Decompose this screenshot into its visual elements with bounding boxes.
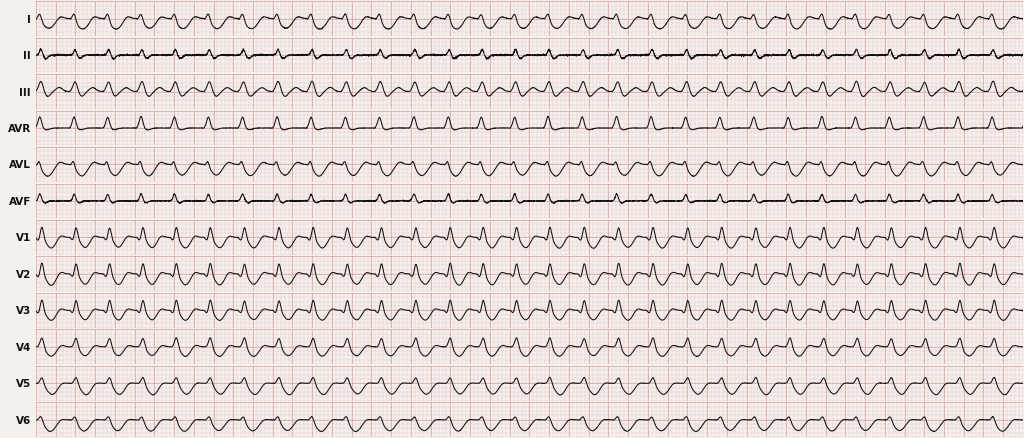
Text: II: II: [24, 51, 31, 61]
Text: V2: V2: [15, 269, 31, 279]
Text: AVF: AVF: [8, 197, 31, 206]
Text: V4: V4: [15, 342, 31, 352]
Text: V5: V5: [15, 378, 31, 389]
Text: V6: V6: [15, 415, 31, 425]
Text: AVL: AVL: [9, 160, 31, 170]
Text: V1: V1: [15, 233, 31, 243]
Text: I: I: [27, 14, 31, 25]
Text: AVR: AVR: [7, 124, 31, 134]
Text: III: III: [19, 87, 31, 97]
Text: V3: V3: [15, 306, 31, 316]
